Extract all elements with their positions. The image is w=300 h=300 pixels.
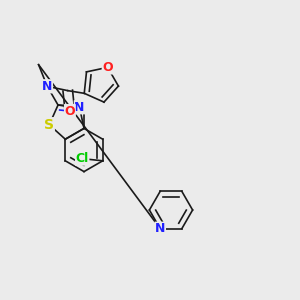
Text: O: O	[64, 105, 75, 118]
Text: Cl: Cl	[76, 152, 89, 165]
Text: N: N	[155, 222, 165, 235]
Text: O: O	[102, 61, 113, 74]
Text: N: N	[42, 80, 52, 93]
Text: S: S	[44, 118, 54, 132]
Text: N: N	[74, 101, 85, 114]
